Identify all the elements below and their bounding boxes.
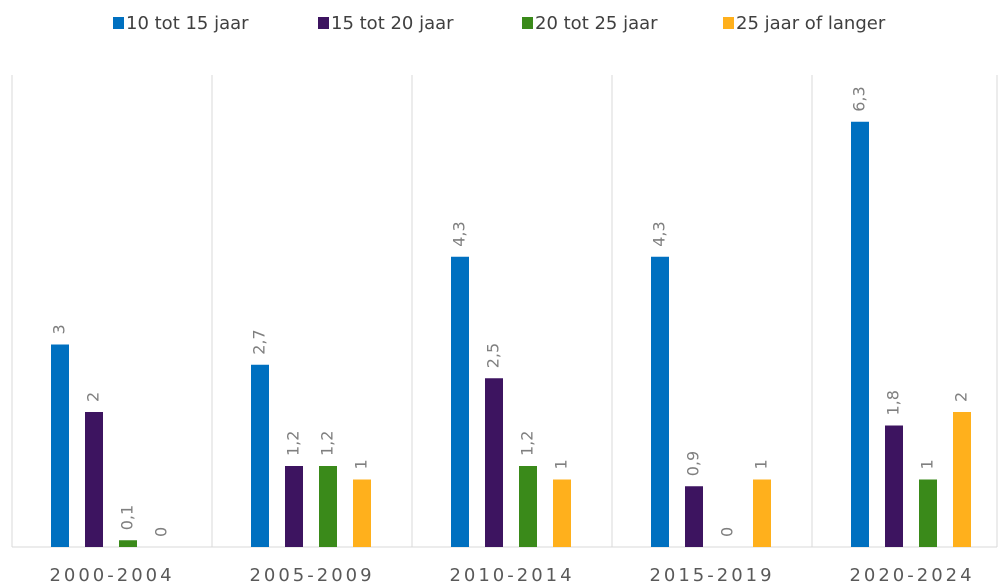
legend-swatch	[113, 17, 124, 29]
legend-swatch	[723, 17, 734, 29]
legend-label: 15 tot 20 jaar	[331, 13, 454, 34]
x-tick-label: 2000-2004	[49, 565, 174, 583]
legend-swatch	[318, 17, 329, 29]
data-label: 2	[952, 392, 971, 402]
data-label: 1,2	[318, 431, 337, 456]
data-label: 2	[84, 392, 103, 402]
legend-label: 25 jaar of langer	[736, 13, 886, 34]
bar	[851, 121, 869, 547]
data-label: 1	[752, 459, 771, 469]
data-label: 0,9	[684, 451, 703, 476]
x-tick-label: 2010-2014	[449, 565, 574, 583]
bar	[651, 256, 669, 547]
data-label: 1,8	[884, 390, 903, 415]
data-label: 1	[552, 459, 571, 469]
bar	[251, 364, 269, 547]
data-label: 0	[152, 527, 171, 537]
data-label: 0	[718, 527, 737, 537]
legend-label: 20 tot 25 jaar	[535, 13, 658, 34]
bar	[451, 256, 469, 547]
bar	[919, 479, 937, 547]
bar	[885, 425, 903, 547]
data-label: 1,2	[518, 431, 537, 456]
bar	[519, 466, 537, 547]
bar	[319, 466, 337, 547]
bar	[285, 466, 303, 547]
legend-label: 10 tot 15 jaar	[126, 13, 249, 34]
data-label: 2,5	[484, 343, 503, 368]
bar	[753, 479, 771, 547]
bar	[119, 540, 137, 547]
legend-swatch	[522, 17, 533, 29]
bar	[953, 412, 971, 547]
data-label: 1,2	[284, 431, 303, 456]
data-label: 3	[50, 324, 69, 334]
x-tick-label: 2020-2024	[849, 565, 974, 583]
x-tick-label: 2005-2009	[249, 565, 374, 583]
data-label: 0,1	[118, 505, 137, 530]
data-label: 6,3	[850, 86, 869, 111]
bar	[353, 479, 371, 547]
bar	[485, 378, 503, 547]
bar	[51, 344, 69, 547]
data-label: 4,3	[450, 221, 469, 246]
bar	[85, 412, 103, 547]
data-label: 2,7	[250, 329, 269, 354]
bar	[553, 479, 571, 547]
data-label: 1	[918, 459, 937, 469]
data-label: 1	[352, 459, 371, 469]
bar	[685, 486, 703, 547]
x-tick-label: 2015-2019	[649, 565, 774, 583]
data-label: 4,3	[650, 221, 669, 246]
